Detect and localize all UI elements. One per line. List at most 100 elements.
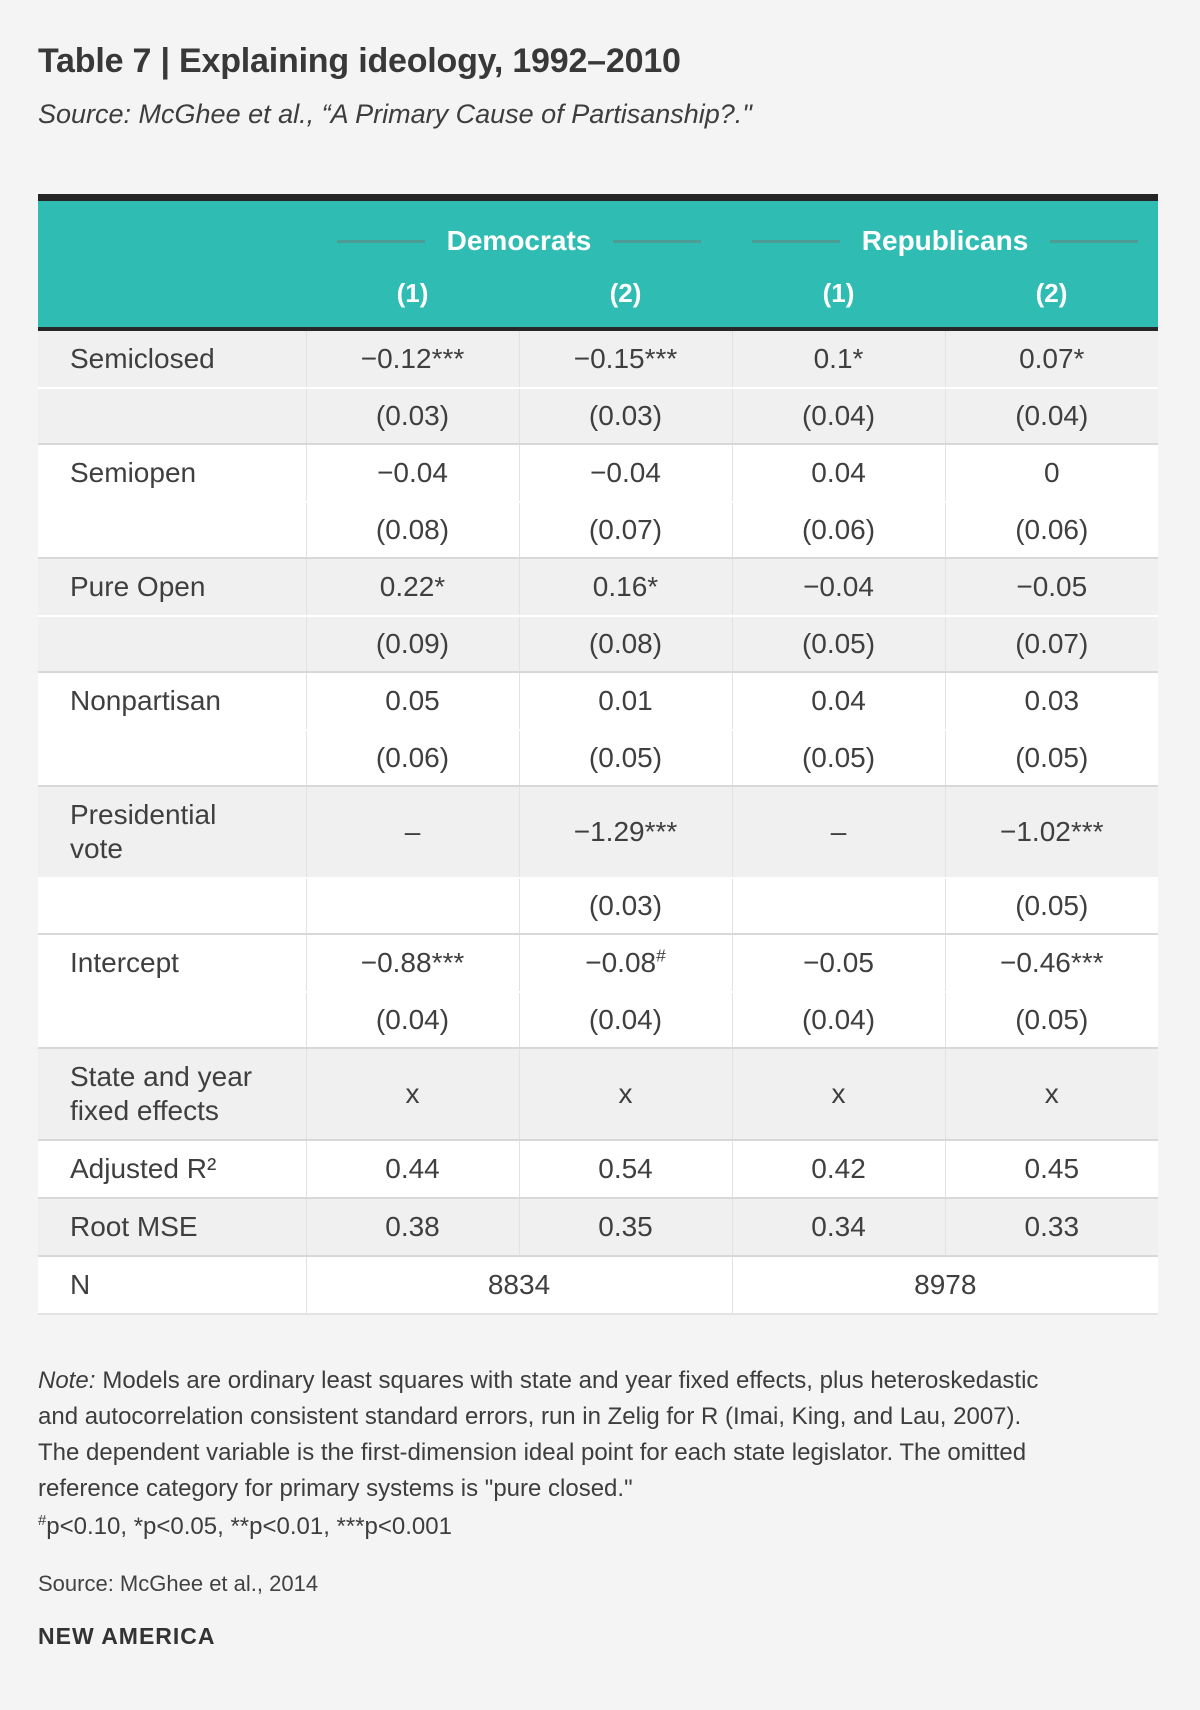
table-cell: −0.05 (731, 932, 946, 992)
table-cell: −0.88*** (305, 932, 519, 992)
row-label-text: N (70, 1268, 91, 1300)
column-group-header: Republicans (732, 197, 1159, 268)
table-cell: 0.04 (731, 442, 946, 502)
results-table: Democrats Republicans (1) (2) (1) (2) Semiclo… (38, 194, 1159, 1315)
row-label (38, 500, 306, 558)
table-cell: (0.05) (944, 728, 1159, 786)
table-cell: 0.03 (944, 670, 1159, 730)
row-label-text: Semiopen (70, 456, 197, 488)
group-header-rule (751, 239, 840, 243)
table-cell: 0.04 (731, 670, 946, 730)
column-header-row: (1) (2) (1) (2) (38, 267, 1159, 331)
table-cell: – (731, 784, 946, 878)
table-cell: −0.04 (518, 442, 733, 502)
table-cell: 0.01 (518, 670, 733, 730)
table-row: (0.03) (0.05) (38, 876, 1159, 934)
table-cell: 0.38 (305, 1196, 519, 1256)
row-label (38, 876, 306, 934)
source-citation: Source: McGhee et al., “A Primary Cause … (38, 99, 752, 129)
table-cell: x (518, 1046, 733, 1140)
note-paragraph: Note: Models are ordinary least squares w… (38, 1363, 1052, 1507)
significance-legend: #p<0.10, *p<0.05, **p<0.01, ***p<0.001 (38, 1509, 1052, 1545)
table-cell: x (305, 1046, 519, 1140)
table-cell: 0.07* (944, 328, 1159, 388)
table-cell: −0.12*** (305, 328, 519, 388)
table-cell: 0.35 (518, 1196, 733, 1256)
table-cell: (0.08) (518, 614, 733, 672)
table-cell: – (305, 784, 519, 878)
table-cell (731, 876, 946, 934)
table-cell: (0.04) (944, 386, 1159, 444)
table-cell: 0.34 (731, 1196, 946, 1256)
row-label (38, 386, 306, 444)
group-header-label: Republicans (861, 225, 1029, 257)
table-cell: (0.04) (518, 990, 733, 1048)
row-label: Adjusted R² (38, 1138, 306, 1198)
column-header: (1) (732, 267, 946, 331)
table-row: Semiopen −0.04 −0.04 0.04 0 (38, 442, 1159, 502)
row-label (38, 614, 306, 672)
table-cell: (0.07) (518, 500, 733, 558)
row-label-text: Presidential vote (70, 798, 217, 864)
table-cell: x (731, 1046, 946, 1140)
table-row: Nonpartisan 0.05 0.01 0.04 0.03 (38, 670, 1159, 730)
column-group-header: Democrats (306, 197, 733, 268)
page-title: Table 7 | Explaining ideology, 1992–2010 (38, 42, 681, 80)
table-cell: 0.33 (944, 1196, 1159, 1256)
header-spacer-cell (38, 267, 306, 331)
table-cell: −0.04 (731, 556, 946, 616)
table-cell: (0.08) (305, 500, 519, 558)
significance-hash-sup: # (38, 1512, 47, 1529)
table-cell: −0.46*** (944, 932, 1159, 992)
table-cell: 0.05 (305, 670, 519, 730)
table-cell: (0.04) (305, 990, 519, 1048)
table-row: (0.03) (0.03) (0.04) (0.04) (38, 386, 1159, 444)
table-cell: 0.16* (518, 556, 733, 616)
brand-wordmark: NEW AMERICA (38, 1622, 216, 1649)
table-row: Root MSE 0.38 0.35 0.34 0.33 (38, 1196, 1159, 1256)
row-label: Semiopen (38, 442, 306, 502)
table-cell: 0 (944, 442, 1159, 502)
table-cell: (0.03) (518, 386, 733, 444)
row-label-text: Root MSE (70, 1210, 198, 1242)
table-cell: (0.05) (731, 728, 946, 786)
table-cell: −0.08# (518, 932, 733, 992)
results-table-wrapper: Democrats Republicans (1) (2) (1) (2) Semiclo… (38, 194, 1159, 1315)
row-label: Pure Open (38, 556, 306, 616)
table-cell: (0.04) (731, 386, 946, 444)
table-row: State and year fixed effects x x x x (38, 1046, 1159, 1140)
table-cell: −1.29*** (518, 784, 733, 878)
table-row: Intercept −0.88*** −0.08# −0.05 −0.46*** (38, 932, 1159, 992)
row-label: N (38, 1254, 306, 1315)
column-group-row: Democrats Republicans (38, 197, 1159, 268)
row-label (38, 990, 306, 1048)
table-cell: (0.05) (944, 990, 1159, 1048)
group-header-rule (613, 239, 702, 243)
column-header: (1) (306, 267, 519, 331)
column-header: (2) (519, 267, 733, 331)
row-label: Intercept (38, 932, 306, 992)
table-row: Pure Open 0.22* 0.16* −0.04 −0.05 (38, 556, 1159, 616)
significance-text: p<0.10, *p<0.05, **p<0.01, ***p<0.001 (46, 1512, 452, 1540)
table-cell: 8978 (731, 1254, 1159, 1315)
table-cell: 8834 (305, 1254, 733, 1315)
table-row: Semiclosed −0.12*** −0.15*** 0.1* 0.07* (38, 328, 1159, 388)
table-cell: 0.44 (305, 1138, 519, 1198)
table-cell: (0.06) (305, 728, 519, 786)
table-cell: (0.09) (305, 614, 519, 672)
table-row: (0.04) (0.04) (0.04) (0.05) (38, 990, 1159, 1048)
row-label: Semiclosed (38, 328, 306, 388)
row-label-text: Intercept (70, 946, 179, 978)
table-cell: (0.03) (305, 386, 519, 444)
table-cell: 0.22* (305, 556, 519, 616)
row-label-text: Pure Open (70, 570, 206, 602)
table-row: (0.09) (0.08) (0.05) (0.07) (38, 614, 1159, 672)
row-label-text: Semiclosed (70, 342, 215, 374)
row-label-text: State and year fixed effects (70, 1060, 253, 1126)
table-cell: (0.04) (731, 990, 946, 1048)
table-body: Semiclosed −0.12*** −0.15*** 0.1* 0.07* (0.03… (38, 328, 1159, 1315)
group-header-rule (336, 239, 425, 243)
table-cell: 0.1* (731, 328, 946, 388)
table-cell (305, 876, 519, 934)
